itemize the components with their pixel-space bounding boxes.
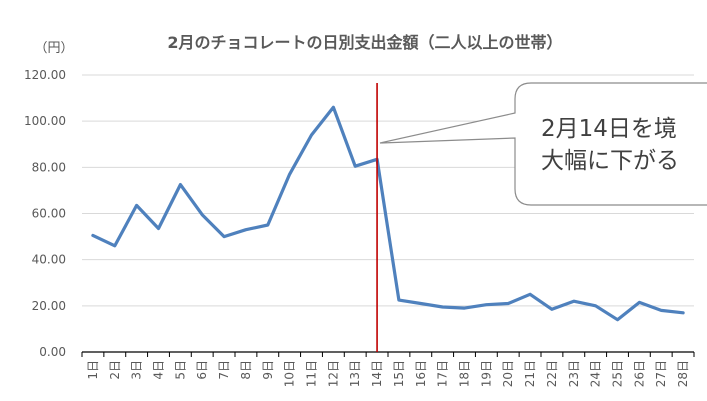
- x-tick-label: 18日: [458, 360, 472, 387]
- x-tick-label: 13日: [348, 360, 362, 387]
- y-tick-label: 80.00: [32, 160, 66, 174]
- x-tick-label: 1日: [86, 360, 100, 380]
- y-axis-unit: （円）: [34, 41, 73, 56]
- y-tick-label: 120.00: [24, 68, 66, 82]
- x-tick-label: 27日: [654, 360, 668, 387]
- x-tick-label: 19日: [479, 360, 493, 387]
- x-tick-label: 4日: [152, 360, 166, 380]
- x-tick-label: 2日: [108, 360, 122, 380]
- callout-bubble: [379, 82, 707, 206]
- y-tick-label: 60.00: [32, 207, 66, 221]
- series-line: [91, 105, 685, 322]
- series-layer: [91, 83, 685, 352]
- x-tick-label: 9日: [261, 360, 275, 380]
- y-tick-label: 40.00: [32, 253, 66, 267]
- x-tick-label: 10日: [283, 360, 297, 387]
- x-tick-label: 5日: [173, 360, 187, 380]
- x-tick-label: 21日: [523, 360, 537, 387]
- callout-line-1: 2月14日を境: [541, 116, 677, 142]
- x-tick-label: 24日: [589, 360, 603, 387]
- y-tick-label: 20.00: [32, 299, 66, 313]
- x-tick-label: 20日: [501, 360, 515, 387]
- y-tick-label: 0.00: [39, 345, 66, 359]
- x-tick-label: 25日: [611, 360, 625, 387]
- x-tick-labels: 1日 2日 3日 4日 5日 6日 7日 8日 9日 10日 11日 12日 13日 14日 15日 16日 1…: [81, 352, 695, 387]
- x-tick-label: 26日: [632, 360, 646, 387]
- x-tick-label: 3日: [130, 360, 144, 380]
- chart-title: 2月のチョコレートの日別支出金額（二人以上の世帯）: [167, 33, 562, 52]
- callout: 2月14日を境 大幅に下がる: [379, 82, 707, 206]
- x-tick-label: 28日: [676, 360, 690, 387]
- x-tick-label: 14日: [370, 360, 384, 387]
- callout-line-2: 大幅に下がる: [541, 148, 679, 174]
- x-tick-label: 6日: [195, 360, 209, 380]
- x-tick-label: 22日: [545, 360, 559, 387]
- y-tick-label: 100.00: [24, 114, 66, 128]
- x-tick-label: 11日: [305, 360, 319, 387]
- x-tick-label: 12日: [326, 360, 340, 387]
- x-tick-label: 17日: [436, 360, 450, 387]
- x-tick-label: 15日: [392, 360, 406, 387]
- x-tick-label: 23日: [567, 360, 581, 387]
- x-tick-label: 8日: [239, 360, 253, 380]
- x-tick-label: 16日: [414, 360, 428, 387]
- y-tick-labels: 0.00 20.00 40.00 60.00 80.00 100.00 120.00: [24, 68, 66, 359]
- x-tick-label: 7日: [217, 360, 231, 380]
